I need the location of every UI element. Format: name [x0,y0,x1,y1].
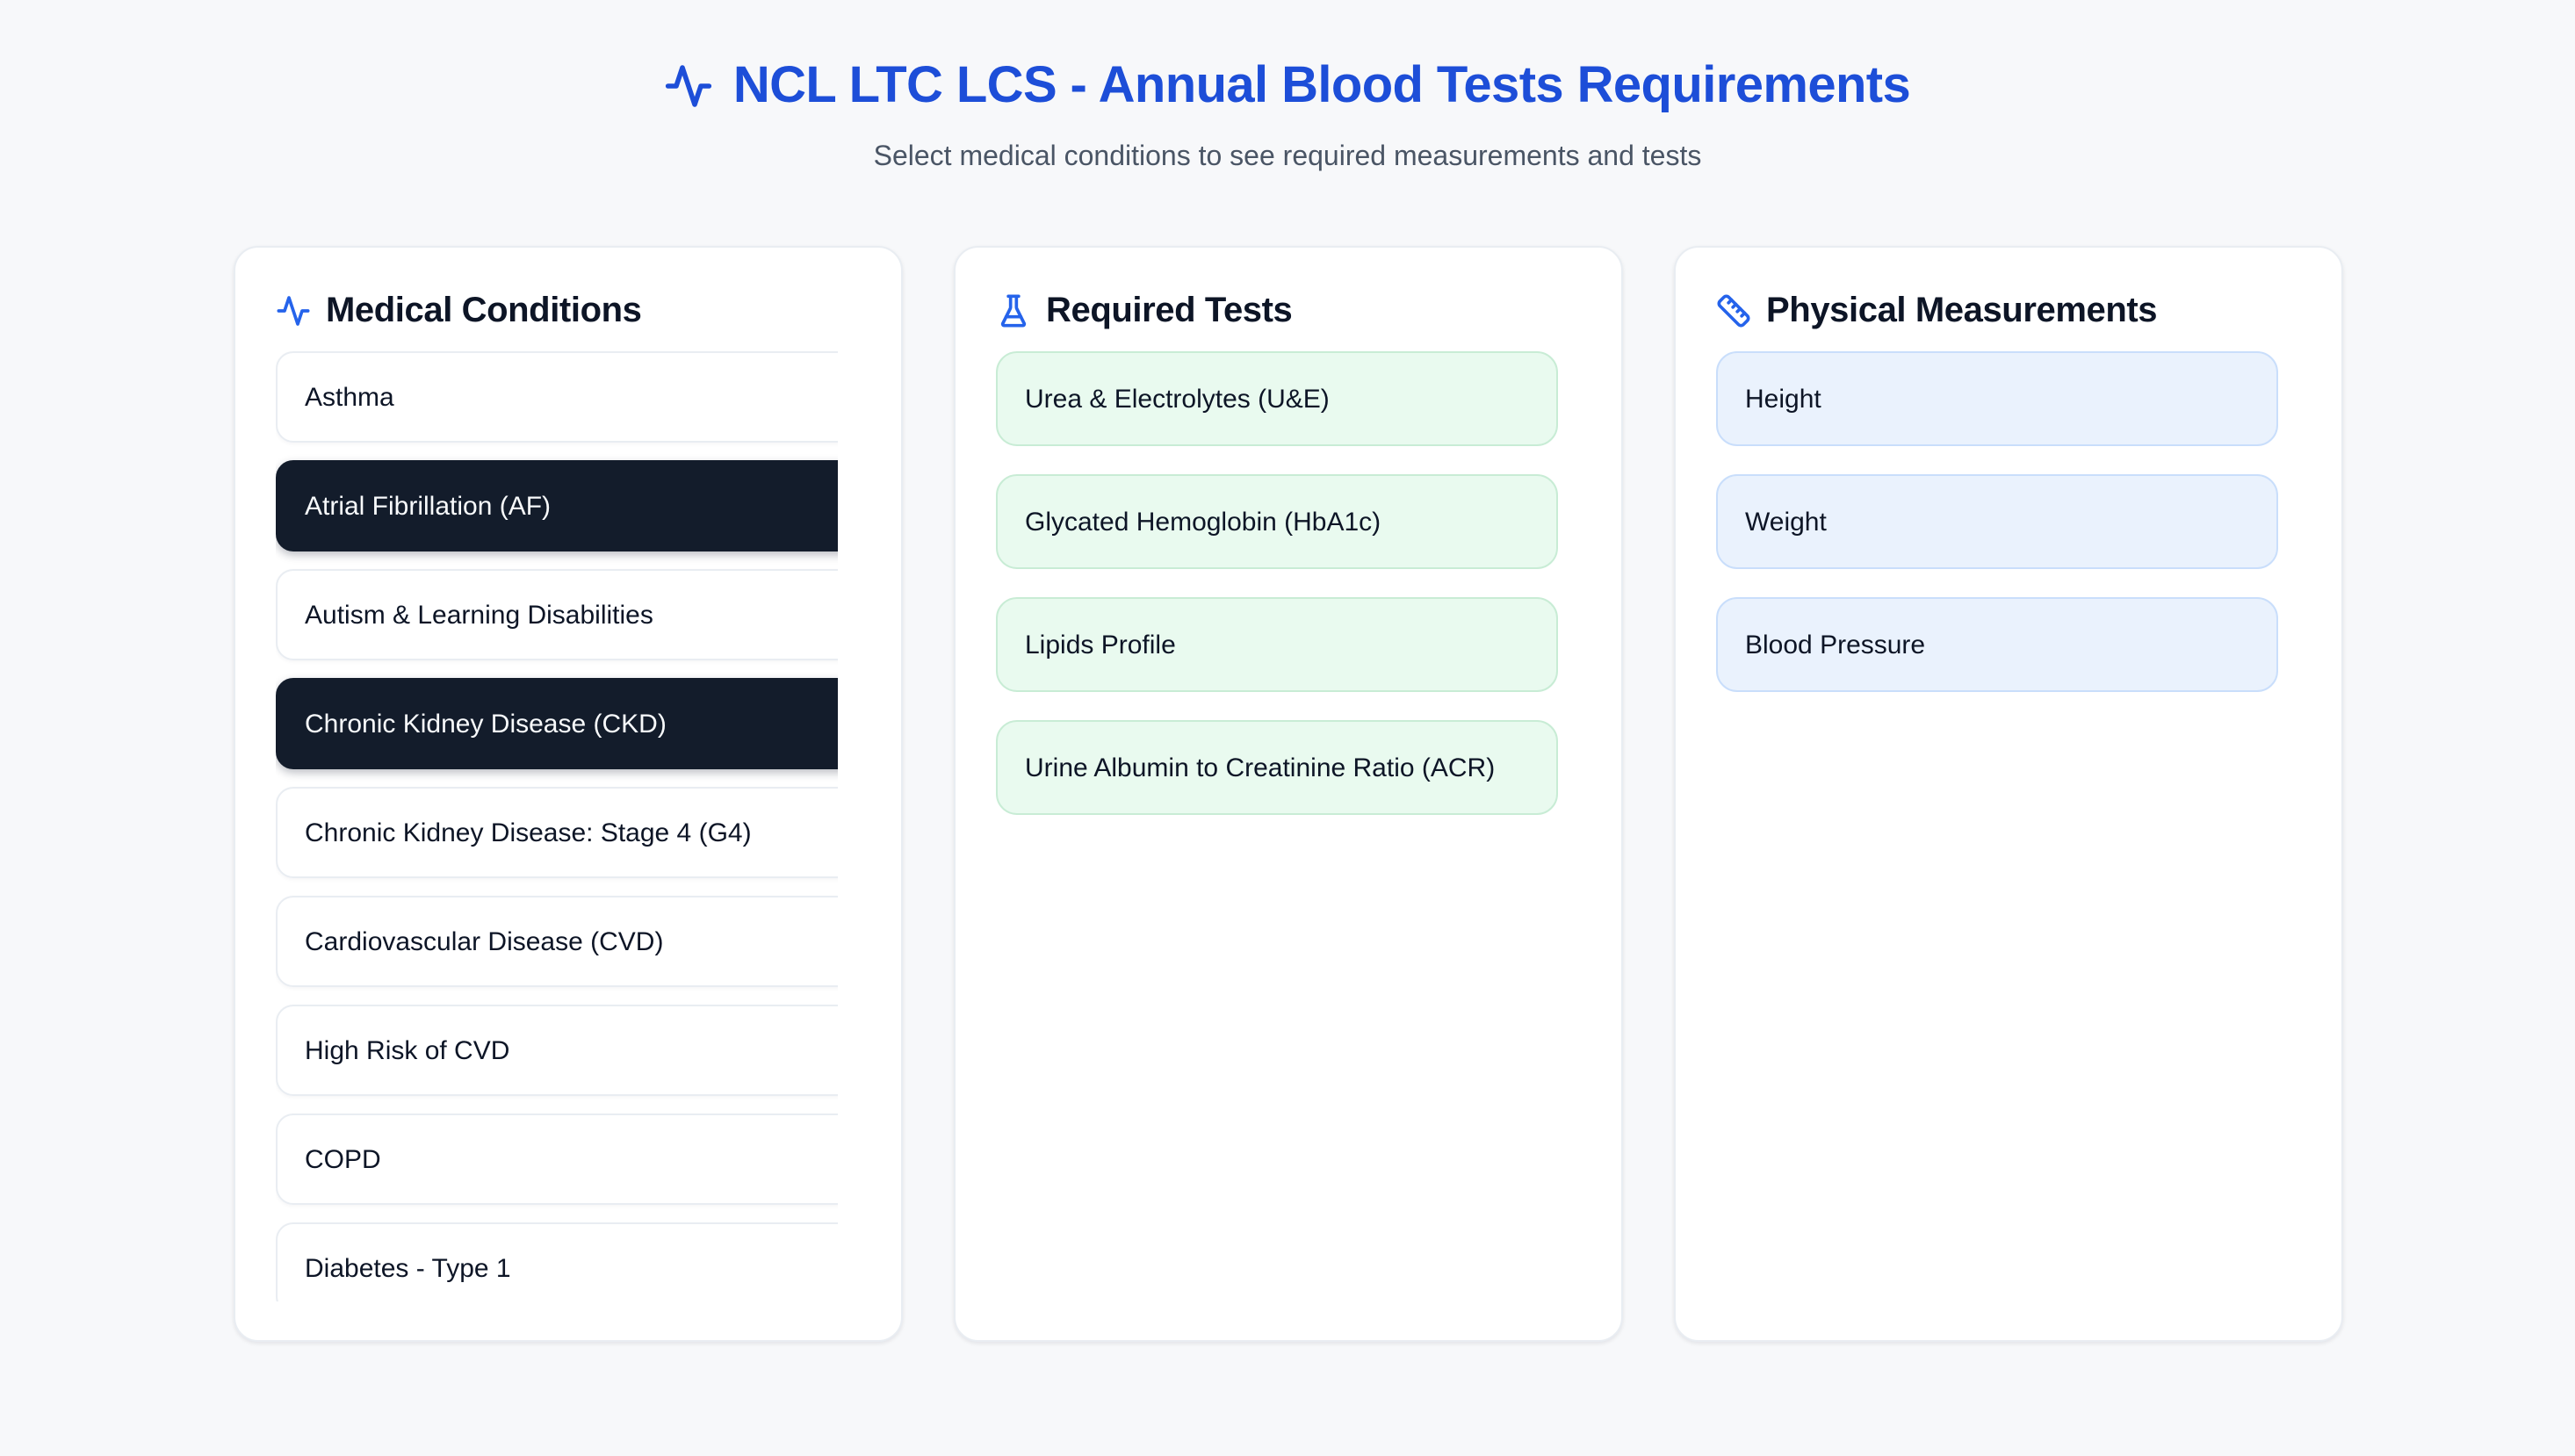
condition-item[interactable]: Chronic Kidney Disease: Stage 4 (G4) [275,787,837,878]
condition-item[interactable]: Diabetes - Type 1 [275,1222,837,1301]
condition-label: Atrial Fibrillation (AF) [305,492,552,522]
page-header: NCL LTC LCS - Annual Blood Tests Require… [0,0,2575,177]
condition-label: Asthma [305,383,394,413]
title-row: NCL LTC LCS - Annual Blood Tests Require… [0,53,2575,119]
condition-item[interactable]: Asthma [275,351,837,443]
measurement-label: Weight [1745,508,1827,537]
test-item: Glycated Hemoglobin (HbA1c) [995,474,1557,569]
condition-item[interactable]: Atrial Fibrillation (AF) [275,460,837,551]
medical-conditions-panel: Medical Conditions Asthma Atrial Fibrill… [233,246,902,1342]
test-label: Urea & Electrolytes (U&E) [1025,385,1330,414]
ruler-icon [1715,293,1750,328]
physical-measurements-header: Physical Measurements [1715,288,2300,334]
test-label: Urine Albumin to Creatinine Ratio (ACR) [1025,753,1496,783]
test-item: Lipids Profile [995,597,1557,692]
condition-item[interactable]: High Risk of CVD [275,1005,837,1096]
page-title: NCL LTC LCS - Annual Blood Tests Require… [732,58,1911,114]
measurement-label: Blood Pressure [1745,631,1926,660]
panel-title: Required Tests [1046,292,1293,330]
test-label: Lipids Profile [1025,631,1176,660]
condition-item[interactable]: Cardiovascular Disease (CVD) [275,896,837,987]
panels-container: Medical Conditions Asthma Atrial Fibrill… [0,246,2575,1342]
condition-item[interactable]: COPD [275,1114,837,1205]
measurement-item: Blood Pressure [1715,597,2277,692]
test-item: Urea & Electrolytes (U&E) [995,351,1557,446]
test-label: Glycated Hemoglobin (HbA1c) [1025,508,1381,537]
conditions-list: Asthma Atrial Fibrillation (AF) Autism &… [275,351,837,1301]
measurements-list: Height Weight Blood Pressure [1715,351,2300,692]
tests-list: Urea & Electrolytes (U&E) Glycated Hemog… [995,351,1580,815]
condition-label: High Risk of CVD [305,1036,510,1066]
measurement-item: Height [1715,351,2277,446]
measurement-label: Height [1745,385,1821,414]
required-tests-panel: Required Tests Urea & Electrolytes (U&E)… [953,246,1622,1342]
condition-label: Cardiovascular Disease (CVD) [305,927,664,957]
physical-measurements-panel: Physical Measurements Height Weight Bloo… [1673,246,2342,1342]
condition-label: Autism & Learning Disabilities [305,601,653,631]
condition-label: Chronic Kidney Disease: Stage 4 (G4) [305,818,752,848]
required-tests-header: Required Tests [995,288,1580,334]
condition-label: Diabetes - Type 1 [305,1254,511,1284]
page-subtitle: Select medical conditions to see require… [873,142,1702,172]
condition-label: Chronic Kidney Disease (CKD) [305,710,667,739]
activity-icon [665,61,714,111]
medical-conditions-header: Medical Conditions [275,288,860,334]
panel-title: Medical Conditions [326,292,642,330]
measurement-item: Weight [1715,474,2277,569]
test-item: Urine Albumin to Creatinine Ratio (ACR) [995,720,1557,815]
condition-item[interactable]: Autism & Learning Disabilities [275,569,837,660]
panel-title: Physical Measurements [1766,292,2158,330]
condition-item[interactable]: Chronic Kidney Disease (CKD) [275,678,837,769]
condition-label: COPD [305,1145,381,1175]
activity-icon [275,293,310,328]
flask-icon [995,293,1030,328]
